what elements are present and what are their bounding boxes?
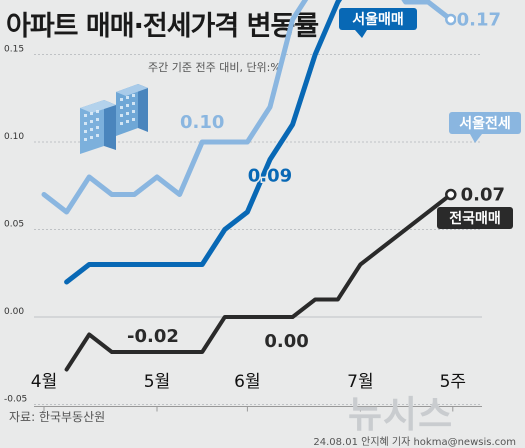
data-label: 0.10: [180, 112, 224, 133]
data-label: -0.02: [127, 326, 179, 347]
data-label: 0.17: [457, 10, 501, 31]
apartment-building-icon: [80, 84, 148, 154]
data-label: 0.07: [461, 185, 505, 206]
x-tick-label: 7월: [347, 372, 373, 392]
series-line-seoul_jeonse: [41, 0, 454, 215]
data-label: 0.09: [248, 166, 292, 187]
source-note: 자료: 한국부동산원: [9, 410, 106, 424]
y-tick-label: 0.10: [4, 132, 24, 142]
series-end-marker: [445, 188, 457, 201]
data-labels-layer: 0.100.190.180.170.090.200.240.280.300.28…: [126, 8, 507, 354]
x-tick-label: 6월: [234, 372, 260, 392]
credit-note: 24.08.01 안지혜 기자 hokma@newsis.com: [313, 437, 516, 448]
series-line-national_sale: [64, 192, 453, 372]
y-tick-label: 0.15: [4, 45, 24, 55]
series-label-text: 전국매매: [449, 210, 501, 227]
y-tick-label: 0.05: [4, 220, 24, 230]
y-tick-label: -0.05: [4, 395, 27, 405]
newsis-watermark-logo: 뉴시스: [348, 393, 454, 436]
x-tick-label: 5월: [144, 372, 170, 392]
series-label-text: 서울전세: [459, 115, 511, 132]
series-label-seoul_jeonse: 서울전세: [449, 112, 521, 143]
series-end-marker: [445, 13, 457, 26]
y-axis-labels: -0.050.000.050.100.150.200.250.30: [4, 45, 27, 405]
x-axis-labels: 4월 5월 6월 7월 5주: [31, 372, 466, 412]
chart-grid: [34, 54, 482, 407]
data-label: 0.00: [264, 331, 308, 352]
series-label-national_sale: 전국매매: [437, 207, 513, 229]
chart-subtitle: 주간 기준 전주 대비, 단위:%: [148, 61, 281, 74]
x-tick-label: 5주: [440, 372, 466, 392]
chart-title: 아파트 매매·전세가격 변동률: [6, 11, 319, 42]
series-label-text: 서울매매: [352, 11, 404, 28]
y-tick-label: 0.00: [4, 307, 24, 317]
series-layer: [41, 0, 457, 372]
series-label-seoul_sale: 서울매매: [339, 8, 417, 38]
series-line-seoul_sale: [64, 0, 343, 285]
x-tick-label: 4월: [31, 372, 57, 392]
